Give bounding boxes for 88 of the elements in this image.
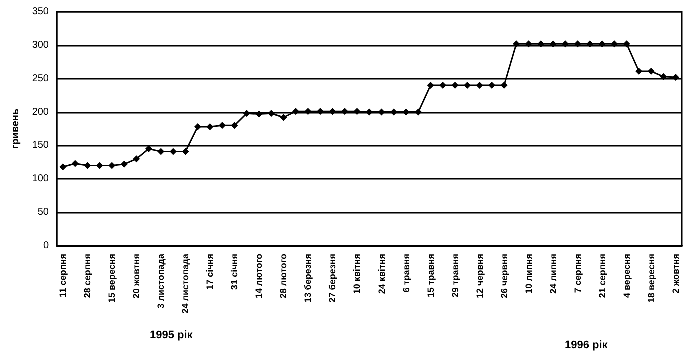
point — [194, 123, 202, 130]
y-axis-title: гривень — [10, 108, 22, 150]
point — [452, 82, 459, 90]
point — [550, 40, 557, 48]
point — [84, 162, 92, 170]
point — [243, 110, 250, 118]
x-tick-label: 4 вересня — [622, 254, 632, 298]
point — [170, 148, 177, 156]
x-tick-label: 18 вересня — [646, 254, 656, 304]
y-tick-label: 250 — [32, 73, 50, 84]
y-tick-label: 0 — [43, 240, 50, 252]
x-tick-label: 24 липня — [548, 254, 558, 294]
point — [648, 68, 655, 76]
x-tick-label: 14 лютого — [254, 254, 264, 299]
x-tick-label: 2 жовтня — [670, 254, 681, 294]
x-tick-label: 28 серпня — [82, 254, 93, 298]
x-tick-label: 21 серпня — [597, 254, 608, 298]
x-tick-label: 27 березня — [328, 254, 338, 303]
x-tick-label: 24 листопада — [180, 253, 191, 314]
point — [316, 108, 324, 116]
x-tick-label: 20 жовтня — [132, 254, 142, 299]
x-tick-label: 15 травня — [426, 254, 436, 298]
point — [562, 40, 570, 48]
y-tick-label: 300 — [32, 40, 50, 51]
point — [415, 108, 422, 116]
point — [525, 40, 532, 48]
x-tick-label: 17 січня — [205, 254, 216, 290]
point — [182, 148, 190, 156]
x-tick-label: 13 березня — [303, 254, 314, 303]
point — [611, 40, 618, 48]
point — [72, 160, 79, 168]
point — [256, 110, 263, 118]
point — [476, 82, 484, 90]
y-tick-label: 150 — [32, 140, 50, 152]
x-tick-label: 10 липня — [524, 254, 534, 294]
x-tick-label: 6 травня — [401, 254, 412, 293]
x-tick-label: 24 квітня — [376, 254, 387, 294]
x-tick-label: 28 лютого — [278, 254, 289, 299]
point — [366, 108, 373, 116]
point — [538, 40, 545, 48]
point — [427, 82, 434, 90]
y-tick-label: 200 — [32, 106, 50, 118]
x-tick-label: 10 квітня — [352, 254, 362, 294]
text: 1996 рік — [565, 340, 608, 352]
point — [133, 156, 140, 163]
point — [120, 160, 128, 168]
point — [390, 108, 398, 116]
point — [354, 108, 361, 116]
point — [574, 40, 582, 48]
point — [292, 108, 300, 116]
x-tick-label: 31 січня — [230, 254, 240, 290]
y-tick-label: 50 — [38, 207, 50, 218]
point — [623, 40, 630, 48]
point — [500, 82, 508, 90]
point — [60, 164, 67, 171]
point — [378, 108, 386, 116]
x-tick-label: 12 червня — [474, 254, 485, 298]
point — [660, 73, 668, 80]
point — [341, 108, 348, 116]
x-tick-label: 15 вересня — [107, 254, 118, 304]
y-tick-label: 100 — [32, 174, 50, 185]
point — [488, 82, 496, 90]
point — [96, 162, 104, 170]
point — [440, 82, 447, 90]
x-tick-label: 26 червня — [499, 254, 510, 298]
x-tick-label: 11 серпня — [58, 254, 68, 298]
point — [108, 162, 116, 170]
point — [598, 40, 606, 48]
point — [280, 114, 288, 122]
text: 1995 рік — [150, 330, 194, 342]
x-tick-label: 7 серпня — [572, 254, 583, 294]
point — [231, 122, 238, 130]
y-tick-label: 350 — [32, 6, 50, 18]
point — [268, 110, 275, 118]
x-tick-label: 3 листопада — [156, 253, 166, 309]
point — [402, 108, 410, 116]
point — [158, 148, 165, 156]
point — [329, 108, 336, 116]
point — [304, 108, 312, 116]
point — [464, 82, 472, 90]
x-tick-label: 29 травня — [450, 254, 460, 298]
point — [145, 146, 152, 153]
point — [218, 122, 226, 130]
point — [636, 68, 643, 76]
point — [513, 40, 520, 48]
point — [672, 74, 680, 82]
point — [586, 40, 594, 48]
point — [206, 123, 214, 130]
